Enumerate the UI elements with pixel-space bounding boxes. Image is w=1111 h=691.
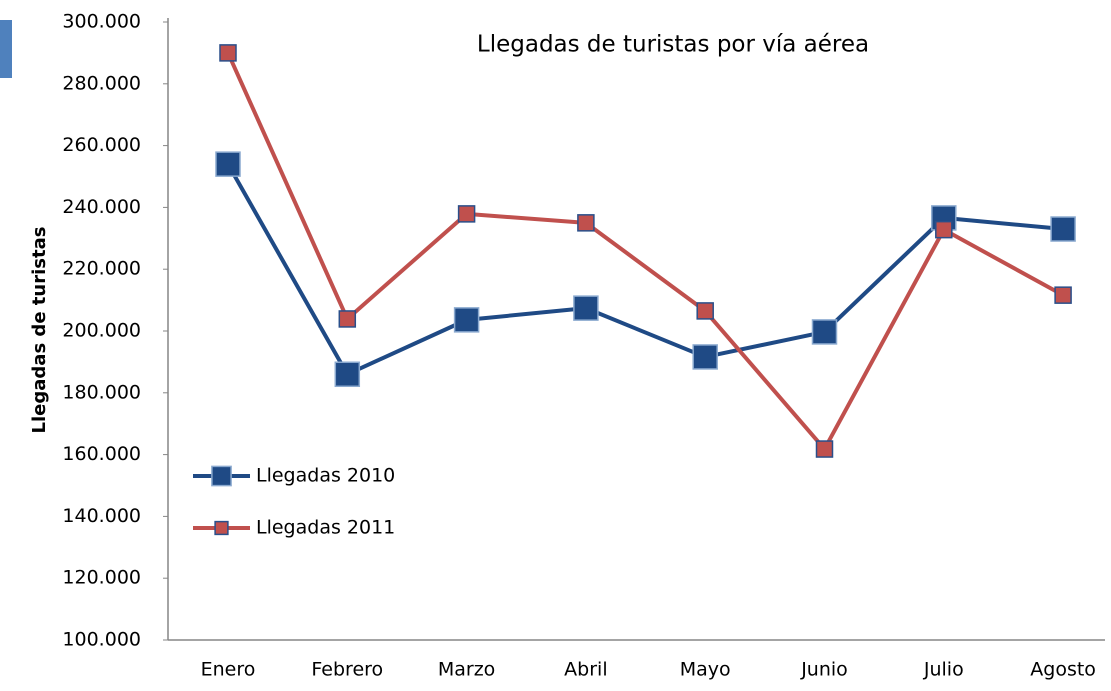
point-marker [338, 310, 357, 328]
point-marker [457, 205, 476, 223]
y-tick-label: 260.000 [62, 134, 141, 156]
y-tick-label: 300.000 [62, 11, 141, 33]
point-marker [215, 151, 241, 177]
point-marker [815, 440, 834, 458]
y-tick-label: 120.000 [62, 567, 141, 589]
y-tick-label: 200.000 [62, 320, 141, 342]
point-marker [935, 220, 953, 239]
legend-label: Llegadas 2010 [256, 465, 395, 487]
legend-marker [211, 465, 232, 487]
y-tick-label: 140.000 [62, 505, 141, 527]
x-tick-label: Marzo [438, 659, 495, 681]
x-tick-label: Febrero [311, 659, 383, 681]
point-marker [811, 319, 838, 345]
x-tick-label: Agosto [1030, 659, 1096, 681]
point-marker [334, 361, 361, 388]
point-marker [219, 44, 237, 62]
x-tick-label: Junio [800, 659, 848, 681]
legend-label: Llegadas 2011 [256, 517, 395, 539]
x-tick-label: Julio [923, 659, 964, 681]
series-line [226, 163, 1064, 377]
y-tick-label: 100.000 [62, 629, 141, 651]
legend-marker [214, 520, 229, 536]
point-marker [1054, 286, 1072, 304]
y-tick-label: 220.000 [62, 258, 141, 280]
y-tick-label: 240.000 [62, 196, 141, 218]
x-tick-label: Mayo [680, 659, 731, 681]
point-marker [1050, 216, 1076, 242]
y-axis-label: Llegadas de turistas [29, 227, 50, 434]
point-marker [577, 214, 595, 232]
decoration [0, 20, 12, 78]
x-tick-label: Enero [201, 659, 256, 681]
point-marker [573, 295, 599, 321]
point-marker [453, 307, 480, 333]
y-tick-label: 180.000 [62, 381, 141, 403]
series-line [226, 52, 1065, 452]
chart-title: Llegadas de turistas por vía aérea [477, 32, 869, 58]
y-tick-label: 280.000 [62, 72, 141, 94]
point-marker [696, 302, 714, 320]
y-tick-label: 160.000 [62, 443, 141, 465]
point-marker [692, 344, 718, 370]
x-tick-label: Abril [564, 659, 607, 681]
